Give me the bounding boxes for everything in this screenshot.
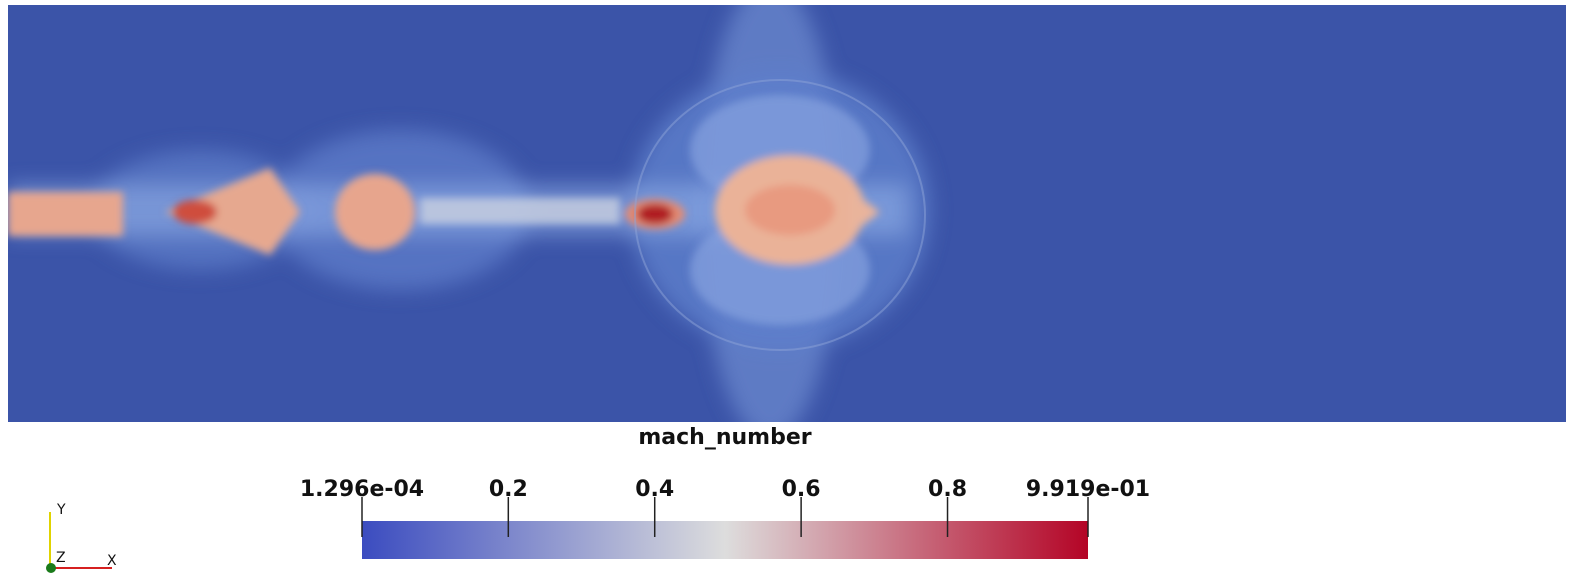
colorbar-tick-label: 0.4	[635, 477, 674, 502]
orientation-axes: Y Z X	[46, 502, 117, 573]
z-axis-label: Z	[56, 550, 66, 566]
x-axis-label: X	[107, 553, 117, 569]
colorbar-tick-label: 0.8	[928, 477, 967, 502]
colorbar-tick-label: 0.6	[782, 477, 821, 502]
y-axis-label: Y	[56, 502, 66, 518]
colorbar-tick-label: 9.919e-01	[1026, 477, 1150, 502]
colorbar	[362, 521, 1088, 559]
colorbar-title: mach_number	[638, 425, 811, 450]
colorbar-tick-label: 0.2	[489, 477, 528, 502]
colorbar-tick-label: 1.296e-04	[300, 477, 424, 502]
z-axis-dot	[46, 563, 56, 573]
field	[8, 5, 1566, 422]
